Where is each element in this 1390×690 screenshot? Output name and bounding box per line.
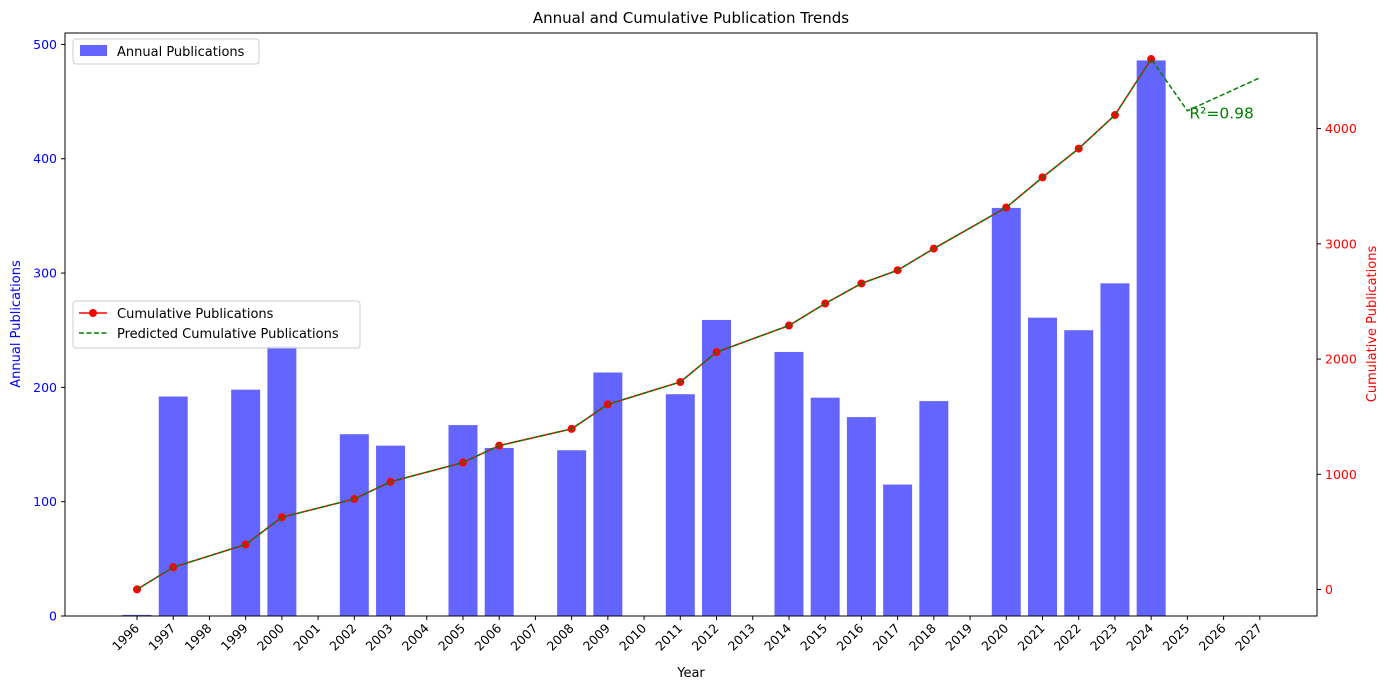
bar-2022 bbox=[1064, 330, 1094, 616]
x-tick-label-2006: 2006 bbox=[471, 620, 504, 653]
bar-2017 bbox=[883, 484, 913, 616]
right-tick-label-2000: 2000 bbox=[1325, 352, 1357, 367]
bar-2023 bbox=[1100, 283, 1130, 616]
plot-frame bbox=[64, 32, 1318, 617]
legend-annual-box bbox=[72, 38, 260, 65]
bar-1996 bbox=[122, 614, 152, 616]
x-tick-label-2009: 2009 bbox=[580, 620, 613, 653]
bar-2018 bbox=[919, 401, 949, 616]
x-tick-label-2027: 2027 bbox=[1232, 621, 1265, 654]
bar-2009 bbox=[593, 372, 623, 616]
x-tick-label-2000: 2000 bbox=[254, 620, 287, 653]
x-tick-label-2017: 2017 bbox=[870, 621, 903, 654]
legend-cumulative-box bbox=[72, 300, 361, 349]
x-axis: 1996 1997 1998 1999 2000 2001 2002 2003 2004 2005… bbox=[109, 616, 1265, 654]
bar-2005 bbox=[448, 425, 478, 616]
x-tick-label-2005: 2005 bbox=[435, 621, 468, 654]
x-tick-label-2016: 2016 bbox=[833, 620, 866, 653]
left-tick-label-400: 400 bbox=[33, 151, 57, 166]
x-tick-label-2012: 2012 bbox=[689, 621, 722, 654]
cumulative-point-2018 bbox=[929, 244, 938, 253]
x-tick-label-2010: 2010 bbox=[616, 620, 649, 653]
bar-1997 bbox=[158, 396, 188, 616]
legend-annual-label: Annual Publications bbox=[117, 45, 245, 60]
chart-title: Annual and Cumulative Publication Trends bbox=[533, 9, 849, 27]
annual-bars bbox=[122, 60, 1166, 616]
bar-2024 bbox=[1136, 60, 1166, 616]
x-tick-label-2019: 2019 bbox=[942, 620, 975, 653]
x-axis-label: Year bbox=[676, 666, 705, 681]
x-tick-label-2022: 2022 bbox=[1051, 621, 1084, 654]
left-axis-label: Annual Publications bbox=[9, 260, 24, 388]
x-tick-label-2014: 2014 bbox=[761, 620, 794, 653]
bar-2000 bbox=[267, 346, 297, 616]
right-tick-label-0: 0 bbox=[1325, 582, 1333, 597]
bar-2006 bbox=[484, 447, 514, 616]
x-tick-label-2003: 2003 bbox=[363, 621, 396, 654]
x-tick-label-2004: 2004 bbox=[399, 620, 432, 653]
cumulative-point-2014 bbox=[784, 321, 793, 330]
left-tick-label-100: 100 bbox=[33, 494, 57, 509]
x-tick-label-2025: 2025 bbox=[1159, 621, 1192, 654]
right-tick-label-3000: 3000 bbox=[1325, 236, 1357, 251]
x-tick-label-2021: 2021 bbox=[1015, 621, 1048, 654]
left-tick-label-0: 0 bbox=[49, 609, 57, 624]
left-axis: 0 100 200 300 400 500 bbox=[33, 37, 65, 624]
bar-1999 bbox=[231, 389, 261, 616]
cumulative-point-2002 bbox=[350, 494, 359, 503]
bar-2020 bbox=[991, 207, 1021, 616]
bar-2008 bbox=[557, 450, 587, 616]
right-tick-label-4000: 4000 bbox=[1325, 121, 1357, 136]
bar-2021 bbox=[1028, 317, 1057, 616]
legend-cumulative-marker bbox=[89, 309, 97, 317]
right-tick-label-1000: 1000 bbox=[1325, 467, 1357, 482]
x-tick-label-2002: 2002 bbox=[326, 621, 359, 654]
x-tick-label-2015: 2015 bbox=[797, 621, 830, 654]
legend-cumulative: Cumulative Publications Predicted Cumula… bbox=[72, 300, 361, 349]
legend-annual: Annual Publications bbox=[72, 38, 260, 65]
x-tick-label-2024: 2024 bbox=[1123, 620, 1156, 653]
x-tick-label-2013: 2013 bbox=[725, 621, 758, 654]
x-tick-label-2001: 2001 bbox=[290, 621, 323, 654]
x-tick-label-1997: 1997 bbox=[145, 621, 178, 654]
legend-cumulative-label: Cumulative Publications bbox=[117, 307, 274, 322]
bar-2014 bbox=[774, 351, 804, 616]
x-tick-label-2007: 2007 bbox=[507, 621, 540, 654]
bar-2016 bbox=[846, 417, 876, 616]
cumulative-lines bbox=[133, 55, 1261, 594]
x-tick-label-1999: 1999 bbox=[218, 620, 251, 653]
left-tick-label-500: 500 bbox=[33, 37, 57, 52]
right-axis-label: Cumulative Publications bbox=[1365, 246, 1380, 403]
right-axis: 0 1000 2000 3000 4000 bbox=[1317, 121, 1357, 597]
bar-2002 bbox=[339, 434, 369, 616]
r2-annotation: R²=0.98 bbox=[1189, 105, 1253, 123]
x-tick-label-2018: 2018 bbox=[906, 620, 939, 653]
bar-2003 bbox=[376, 445, 406, 616]
x-tick-label-2008: 2008 bbox=[544, 620, 577, 653]
legend-annual-swatch bbox=[80, 45, 107, 56]
left-tick-label-200: 200 bbox=[33, 380, 57, 395]
x-tick-label-2020: 2020 bbox=[978, 620, 1011, 653]
bar-2011 bbox=[665, 394, 695, 616]
x-tick-label-2023: 2023 bbox=[1087, 621, 1120, 654]
x-tick-label-2026: 2026 bbox=[1196, 620, 1229, 653]
x-tick-label-2011: 2011 bbox=[652, 621, 685, 654]
x-tick-label-1996: 1996 bbox=[109, 620, 142, 653]
bar-2012 bbox=[702, 319, 732, 616]
legend-predicted-label: Predicted Cumulative Publications bbox=[117, 327, 339, 342]
left-tick-label-300: 300 bbox=[33, 266, 57, 281]
x-tick-label-1998: 1998 bbox=[181, 620, 214, 653]
bar-2015 bbox=[810, 397, 840, 616]
